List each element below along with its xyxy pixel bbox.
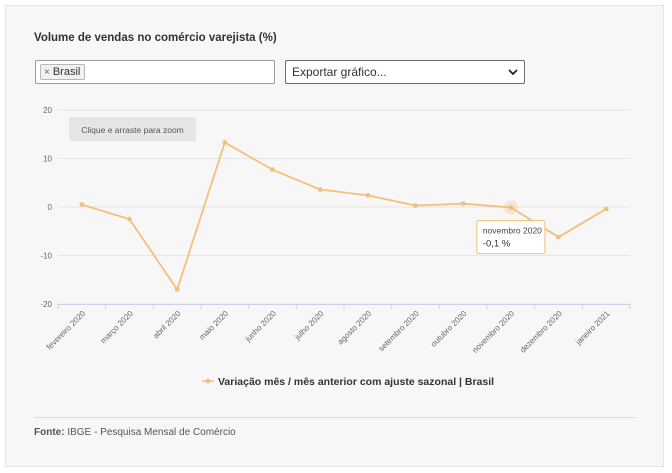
x-tick-label: outubro 2020 [429,309,469,349]
line-chart[interactable]: 20 10 0 -10 -20 fevereiro 2020 março 2020 abri… [6,6,663,406]
chevron-down-icon [508,69,518,76]
y-tick-label: -10 [40,252,52,261]
x-tick-label: setembro 2020 [377,309,421,353]
source-text: IBGE - Pesquisa Mensal de Comércio [67,427,236,438]
x-tick-label: maio 2020 [197,309,230,342]
region-filter-input[interactable]: × Brasil [35,60,275,84]
x-tick-label: novembro 2020 [471,309,517,355]
y-tick-label: 0 [48,203,53,212]
y-axis: 20 10 0 -10 -20 [40,106,52,309]
chart-card: Volume de vendas no comércio varejista (… [5,5,664,467]
series-path [81,141,607,291]
export-chart-label: Exportar gráfico... [292,65,387,79]
legend[interactable]: Variação mês / mês anterior com ajuste s… [202,376,494,388]
data-point [413,203,418,208]
x-tick-label: abril 2020 [151,309,183,341]
y-tick-label: 10 [43,155,52,164]
y-tick-label: 20 [43,106,52,115]
chart-title: Volume de vendas no comércio varejista (… [34,32,277,44]
x-tick-label: dezembro 2020 [518,309,564,355]
export-chart-select[interactable]: Exportar gráfico... [285,60,525,84]
data-point [270,167,275,173]
data-point [508,205,514,210]
zoom-hint-box [69,117,196,141]
legend-marker-icon [205,378,211,384]
data-point [603,206,609,212]
x-tick-label: agosto 2020 [336,309,374,347]
x-tick-label: julho 2020 [292,309,326,343]
zoom-hint: Clique e arraste para zoom [69,117,196,141]
x-tick-label: janeiro 2021 [573,309,612,348]
source-note: Fonte: IBGE - Pesquisa Mensal de Comérci… [34,427,236,438]
data-point [317,187,323,192]
zoom-hint-text: Clique e arraste para zoom [81,125,184,135]
x-axis: fevereiro 2020 março 2020 abril 2020 maio 2… [45,304,631,355]
legend-series-label: Variação mês / mês anterior com ajuste s… [218,376,494,388]
data-point [460,201,466,207]
data-point [174,287,180,292]
data-point [127,216,132,222]
data-point [556,234,561,240]
x-tick-label: fevereiro 2020 [45,309,88,352]
series-line [79,140,609,292]
tooltip: novembro 2020 -0,1 % [476,219,546,254]
tooltip-value: -0,1 % [483,238,511,249]
y-tick-label: -20 [40,300,52,309]
divider [34,417,636,418]
tooltip-label: novembro 2020 [483,225,542,235]
region-tag-label: Brasil [52,65,81,78]
x-tick-label: março 2020 [99,309,136,346]
region-tag[interactable]: × Brasil [40,64,86,80]
data-point [79,202,85,207]
tooltip-box [476,219,546,254]
remove-tag-icon[interactable]: × [44,66,50,78]
data-point [222,140,228,145]
source-label: Fonte: [34,427,65,438]
data-point [365,192,371,198]
x-tick-label: junho 2020 [243,309,278,344]
